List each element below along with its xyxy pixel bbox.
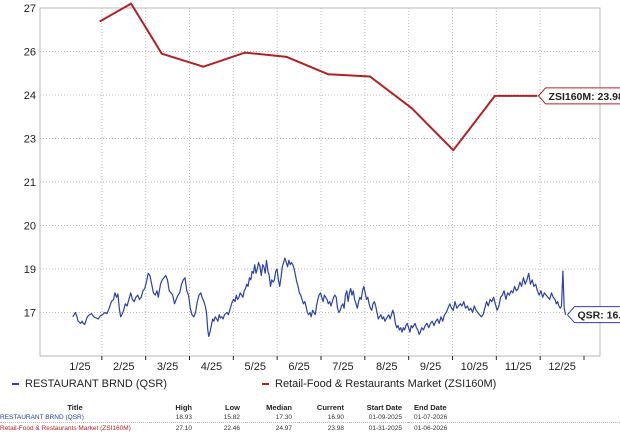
series-line-qsr [72,257,567,337]
stats-cell-title: RESTAURANT BRND (QSR) [0,413,84,421]
y-tick-label: 17 [24,308,36,320]
stats-header-current: Current [316,402,344,412]
x-tick-label: 8/25 [376,361,397,373]
data-point-zsi [368,75,371,78]
data-point-zsi [535,94,538,97]
end-label-qsr-text: QSR: 16.9 [577,310,620,322]
data-point-zsi [160,52,163,55]
stats-cell-median: 17.30 [275,413,292,421]
stats-header-row: Title High Low Median Current Start Date… [0,402,620,412]
end-label-zsi-text: ZSI160M: 23.98 [549,91,620,103]
x-tick-label: 7/25 [332,361,353,373]
end-label-qsr-box [566,306,620,324]
data-point-zsi [493,94,496,97]
stats-row-zsi: Retail-Food & Restaurants Market (ZSI160… [0,422,620,433]
data-point-zsi [410,107,413,110]
stats-header-end-date: End Date [414,402,447,412]
stats-cell-high: 18.93 [175,413,192,421]
data-point-zsi [285,55,288,58]
data-point-zsi [202,65,205,68]
x-tick-label: 10/25 [461,361,489,373]
stats-cell-start-date: 01-31-2025 [350,422,408,433]
stats-header-title: Title [67,402,83,412]
data-point-zsi [99,20,102,23]
data-point-zsi [327,73,330,76]
stats-header-low: Low [225,402,240,412]
x-tick-label: 1/25 [69,361,90,373]
legend-swatch-zsi [262,383,269,386]
stats-row-qsr: RESTAURANT BRND (QSR) 18.93 15.82 17.30 … [0,412,620,423]
stats-cell-low: 22.46 [198,422,246,433]
data-point-zsi [130,2,133,5]
stats-cell-end-date: 01-06-2026 [408,422,620,433]
legend-item-zsi: Retail-Food & Restaurants Market (ZSI160… [262,378,496,390]
x-tick-label: 12/25 [548,361,576,373]
stats-cell-high: 27.10 [150,422,198,433]
stats-cell-end-date: 01-07-2026 [414,413,448,421]
x-tick-label: 3/25 [157,361,178,373]
chart-legend: RESTAURANT BRND (QSR) Retail-Food & Rest… [0,378,620,394]
stats-header-start-date: Start Date [366,402,402,412]
legend-item-qsr: RESTAURANT BRND (QSR) [12,378,167,390]
x-tick-label: 2/25 [113,361,134,373]
stats-header-median: Median [266,402,292,412]
x-tick-label: 6/25 [288,361,309,373]
data-point-zsi [452,149,455,152]
x-tick-label: 4/25 [201,361,222,373]
y-tick-label: 24 [24,90,36,102]
stats-header-high: High [175,402,192,412]
stats-table: Title High Low Median Current Start Date… [0,402,620,433]
y-tick-label: 21 [24,177,36,189]
stats-cell-low: 15.82 [223,413,240,421]
end-label-zsi: ZSI160M: 23.98 [537,87,620,105]
stats-cell-title: Retail-Food & Restaurants Market (ZSI160… [0,422,150,433]
y-tick-label: 23 [24,134,36,146]
stats-cell-current: 23.98 [298,422,350,433]
stats-cell-start-date: 01-09-2025 [368,413,402,421]
x-tick-label: 11/25 [505,361,532,373]
legend-label-zsi: Retail-Food & Restaurants Market (ZSI160… [275,378,497,390]
x-tick-label: 5/25 [245,361,266,373]
stats-cell-current: 16.90 [327,413,344,421]
legend-label-qsr: RESTAURANT BRND (QSR) [25,378,167,390]
legend-swatch-qsr [12,383,19,386]
stats-cell-median: 24.97 [246,422,298,433]
y-tick-label: 26 [24,47,36,59]
end-label-zsi-box [537,87,620,105]
chart-canvas: 27 26 24 23 21 20 19 17 1/25 2/25 3/25 4/25 5/25 6/25… [24,2,620,373]
series-line-zsi [99,2,537,152]
x-tick-label: 9/25 [420,361,441,373]
data-point-zsi [244,51,247,54]
y-tick-label: 27 [24,3,36,15]
y-tick-label: 20 [24,221,36,233]
y-tick-label: 19 [24,264,36,276]
end-label-qsr: QSR: 16.9 [566,306,620,324]
